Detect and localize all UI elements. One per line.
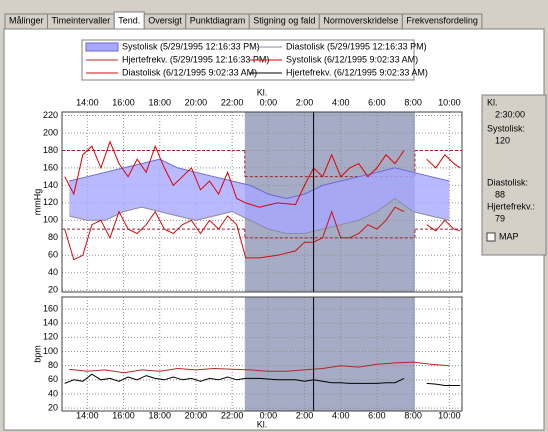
tab-label: Frekvensfordeling bbox=[406, 15, 478, 25]
field-label: Diastolisk: bbox=[487, 177, 528, 187]
checkbox-label: MAP bbox=[499, 231, 519, 241]
x-axis-label: Kl. bbox=[257, 419, 268, 429]
time-label: Kl. bbox=[487, 97, 498, 107]
y-tick-label: 40 bbox=[48, 267, 58, 277]
x-axis-label: Kl. bbox=[257, 87, 268, 97]
y-tick-label: 140 bbox=[43, 180, 58, 190]
checkbox[interactable] bbox=[486, 232, 496, 242]
x-tick-label: 16:00 bbox=[112, 410, 135, 420]
plot-frame bbox=[61, 111, 463, 293]
y-tick-label: 60 bbox=[48, 250, 58, 260]
legend bbox=[81, 39, 415, 81]
x-tick-label: 2:00 bbox=[296, 97, 314, 107]
tab[interactable]: Normoverskridelse bbox=[318, 13, 403, 30]
x-tick-label: 4:00 bbox=[332, 97, 350, 107]
tab-label: Oversigt bbox=[148, 15, 182, 25]
legend-label: Systolisk (5/29/1995 12:16:33 PM) bbox=[122, 41, 260, 51]
field-label: Hjertefrekv.: bbox=[487, 201, 535, 211]
y-tick-label: 140 bbox=[43, 318, 58, 328]
x-tick-label: 8:00 bbox=[404, 410, 422, 420]
tab-label: Tend. bbox=[118, 15, 140, 25]
field-label: Systolisk: bbox=[487, 123, 525, 133]
y-axis-label: bpm bbox=[32, 345, 42, 363]
tab[interactable]: Oversigt bbox=[143, 13, 187, 30]
x-tick-label: 8:00 bbox=[404, 97, 422, 107]
x-tick-label: 6:00 bbox=[368, 97, 386, 107]
series-line bbox=[69, 197, 450, 234]
tab-label: Timeintervaller bbox=[52, 15, 111, 25]
tab[interactable]: Timeintervaller bbox=[47, 13, 115, 30]
x-tick-label: 10:00 bbox=[438, 97, 461, 107]
x-tick-label: 20:00 bbox=[185, 410, 208, 420]
tab[interactable]: Målinger bbox=[4, 13, 49, 30]
y-tick-label: 20 bbox=[48, 403, 58, 413]
tab-label: Målinger bbox=[9, 15, 44, 25]
series-line bbox=[64, 373, 461, 386]
legend-label: Hjertefrekv. (6/12/1995 9:02:33 AM) bbox=[286, 67, 428, 77]
y-axis-label: mmHg bbox=[32, 189, 42, 216]
y-tick-label: 200 bbox=[43, 127, 58, 137]
side-panel bbox=[481, 94, 547, 256]
x-tick-label: 18:00 bbox=[148, 97, 171, 107]
x-tick-label: 16:00 bbox=[112, 97, 135, 107]
plots: 20 40 60 80 100 120 140 160 180 200 220 14:00 16:00 1… bbox=[32, 87, 463, 429]
plot-frame bbox=[61, 296, 463, 412]
y-tick-label: 120 bbox=[43, 197, 58, 207]
tab[interactable]: Stigning og fald bbox=[248, 13, 320, 30]
tab[interactable]: Tend. bbox=[113, 11, 145, 31]
field-value: 79 bbox=[495, 213, 505, 223]
x-tick-label: 22:00 bbox=[221, 410, 244, 420]
x-tick-label: 10:00 bbox=[438, 410, 461, 420]
x-tick-label: 0:00 bbox=[260, 97, 278, 107]
y-tick-label: 160 bbox=[43, 303, 58, 313]
y-tick-label: 20 bbox=[48, 285, 58, 295]
series-line bbox=[64, 206, 461, 261]
y-tick-label: 100 bbox=[43, 215, 58, 225]
tab-strip: Målinger Timeintervaller Tend. Oversigt Punk… bbox=[4, 11, 483, 31]
tab-label: Punktdiagram bbox=[190, 15, 246, 25]
y-tick-label: 160 bbox=[43, 162, 58, 172]
y-tick-label: 100 bbox=[43, 346, 58, 356]
x-tick-label: 6:00 bbox=[368, 410, 386, 420]
legend-label: Diastolisk (5/29/1995 12:16:33 PM) bbox=[286, 41, 427, 51]
y-tick-label: 180 bbox=[43, 145, 58, 155]
x-tick-label: 18:00 bbox=[148, 410, 171, 420]
y-tick-label: 40 bbox=[48, 388, 58, 398]
legend-label: Hjertefrekv. (5/29/1995 12:16:33 PM) bbox=[122, 54, 269, 64]
x-tick-label: 14:00 bbox=[76, 97, 99, 107]
time-value: 2:30:00 bbox=[495, 109, 525, 119]
x-tick-label: 0:00 bbox=[260, 410, 278, 420]
x-tick-label: 14:00 bbox=[76, 410, 99, 420]
x-tick-label: 2:00 bbox=[296, 410, 314, 420]
legend-label: Diastolisk (6/12/1995 9:02:33 AM) bbox=[122, 67, 257, 77]
legend-swatch bbox=[85, 42, 119, 52]
field-value: 120 bbox=[495, 135, 510, 145]
series-line bbox=[69, 158, 450, 200]
x-tick-label: 20:00 bbox=[185, 97, 208, 107]
tab-label: Stigning og fald bbox=[253, 15, 315, 25]
field-value: 88 bbox=[495, 189, 505, 199]
tab[interactable]: Frekvensfordeling bbox=[401, 13, 483, 30]
y-tick-label: 220 bbox=[43, 110, 58, 120]
x-tick-label: 22:00 bbox=[221, 97, 244, 107]
night-shade bbox=[244, 297, 415, 411]
tab[interactable]: Punktdiagram bbox=[185, 13, 250, 30]
series-line bbox=[69, 361, 450, 374]
y-tick-label: 120 bbox=[43, 332, 58, 342]
legend-label: Systolisk (6/12/1995 9:02:33 AM) bbox=[286, 54, 418, 64]
legend-items: Systolisk (5/29/1995 12:16:33 PM) Diastol… bbox=[85, 41, 428, 77]
y-tick-label: 80 bbox=[48, 232, 58, 242]
tab-label: Normoverskridelse bbox=[323, 15, 398, 25]
series-line bbox=[64, 140, 461, 208]
x-tick-label: 4:00 bbox=[332, 410, 350, 420]
y-tick-label: 80 bbox=[48, 360, 58, 370]
y-tick-label: 60 bbox=[48, 374, 58, 384]
